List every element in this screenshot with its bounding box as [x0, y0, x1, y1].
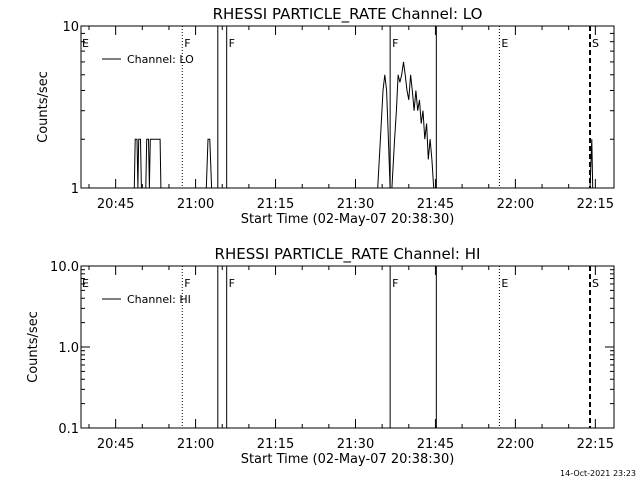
chart-lo-marker-label-6: E	[501, 37, 508, 50]
chart-hi-x-tick-label-0: 20:45	[97, 437, 134, 452]
chart-lo-frame	[80, 25, 615, 189]
chart-hi-title: RHESSI PARTICLE_RATE Channel: HI	[215, 245, 481, 264]
chart-lo-marker-label-4: F	[392, 37, 398, 50]
chart-lo-x-axis-title: Start Time (02-May-07 20:38:30)	[241, 212, 455, 227]
chart-hi-marker-label-0: E	[82, 277, 89, 290]
chart-hi-legend-label: Channel: HI	[127, 293, 191, 306]
chart-hi-x-tick-label-1: 21:00	[177, 437, 214, 452]
chart-hi-x-tick-label-6: 22:15	[577, 437, 614, 452]
chart-lo-y-tick-label-0: 1	[71, 182, 79, 197]
chart-lo-marker-label-3: F	[229, 37, 235, 50]
chart-hi-y-tick-label-0: 0.1	[58, 422, 79, 437]
chart-lo-marker-label-0: E	[82, 37, 89, 50]
chart-hi-x-tick-label-2: 21:15	[257, 437, 294, 452]
chart-lo-x-tick-label-4: 21:45	[417, 197, 454, 212]
chart-lo-x-tick-label-0: 20:45	[97, 197, 134, 212]
chart-hi-x-tick-label-5: 22:00	[497, 437, 534, 452]
chart-lo-title: RHESSI PARTICLE_RATE Channel: LO	[213, 5, 483, 24]
chart-lo-marker-label-7: S	[592, 37, 599, 50]
chart-lo-marker-label-1: F	[184, 37, 190, 50]
chart-hi-y-axis-title: Counts/sec	[26, 311, 41, 383]
chart-lo-x-tick-label-6: 22:15	[577, 197, 614, 212]
chart-hi-frame	[80, 265, 615, 429]
chart-hi-x-tick-label-3: 21:30	[337, 437, 374, 452]
chart-hi-x-axis-title: Start Time (02-May-07 20:38:30)	[241, 452, 455, 467]
plot-timestamp: 14-Oct-2021 23:23	[560, 469, 636, 478]
chart-hi-marker-label-3: F	[229, 277, 235, 290]
chart-lo-y-axis-title: Counts/sec	[36, 71, 51, 143]
chart-lo-x-tick-label-5: 22:00	[497, 197, 534, 212]
chart-hi-marker-label-1: F	[184, 277, 190, 290]
chart-lo-panel: RHESSI PARTICLE_RATE Channel: LO E F F F E S Ch…	[36, 5, 615, 227]
chart-lo-x-tick-label-1: 21:00	[177, 197, 214, 212]
chart-hi-panel: RHESSI PARTICLE_RATE Channel: HI E F F F E S Ch…	[26, 245, 615, 467]
chart-lo-y-tick-label-1: 10	[62, 20, 79, 35]
chart-lo-legend-label: Channel: LO	[127, 53, 194, 66]
chart-lo-series-line-0	[81, 61, 614, 189]
chart-hi-marker-label-6: E	[501, 277, 508, 290]
chart-hi-y-tick-label-1: 1.0	[58, 341, 79, 356]
chart-hi-marker-label-4: F	[392, 277, 398, 290]
chart-hi-y-tick-label-2: 10.0	[50, 260, 79, 275]
chart-hi-marker-label-7: S	[592, 277, 599, 290]
chart-hi-x-tick-label-4: 21:45	[417, 437, 454, 452]
chart-lo-x-tick-label-2: 21:15	[257, 197, 294, 212]
chart-lo-x-tick-label-3: 21:30	[337, 197, 374, 212]
